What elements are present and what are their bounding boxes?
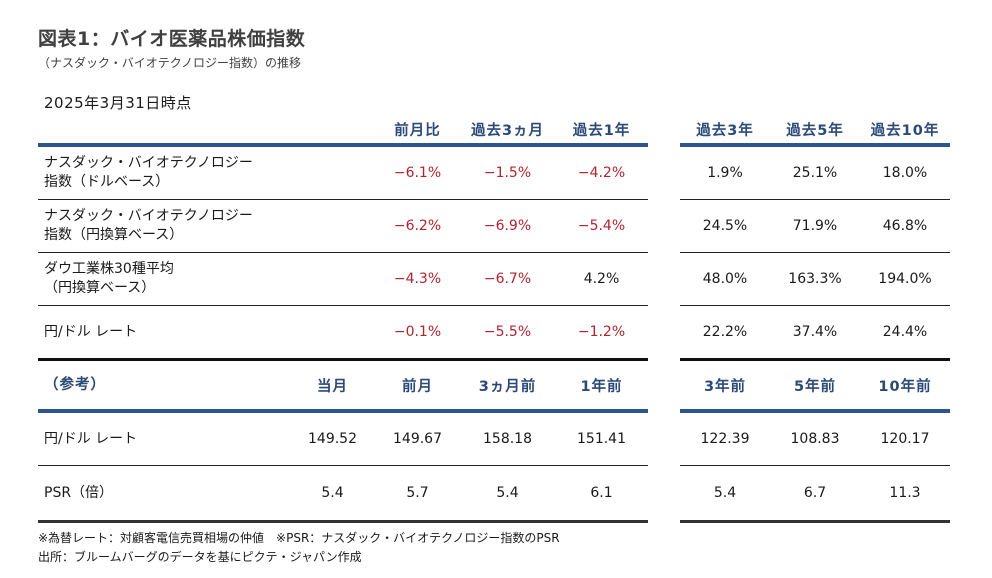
column-gap — [648, 253, 680, 306]
row-label-line1: 円/ドル レート — [44, 323, 138, 340]
row-label: ナスダック・バイオテクノロジー 指数（ドルベース） — [38, 145, 375, 200]
column-header: 前月 — [375, 359, 460, 413]
as-of-date: 2025年3月31日時点 — [44, 94, 192, 112]
row-label-line2: 指数（ドルベース） — [44, 174, 170, 190]
value-cell: 1.9% — [680, 145, 770, 200]
value-cell: 48.0% — [680, 252, 770, 306]
column-gap — [648, 200, 680, 253]
column-header: 当月 — [290, 359, 375, 413]
value-cell: 158.18 — [460, 411, 555, 466]
value-cell: −5.5% — [460, 305, 555, 361]
value-cell: −4.3% — [375, 252, 460, 306]
value-cell: 24.4% — [860, 305, 950, 361]
value-cell: 120.17 — [860, 411, 950, 466]
value-cell: 6.1 — [555, 465, 648, 523]
performance-header-row: 前月比 過去3ヵ月 過去1年 過去3年 過去5年 過去10年 — [38, 112, 950, 147]
table-row: ナスダック・バイオテクノロジー 指数（円換算ベース） −6.2% −6.9% −5.4%… — [38, 199, 950, 253]
column-header: 10年前 — [860, 359, 950, 413]
column-header: 過去10年 — [860, 112, 950, 147]
column-header: 過去5年 — [770, 112, 860, 147]
reference-label: （参考） — [38, 359, 290, 413]
row-label: 円/ドル レート — [38, 305, 375, 361]
column-header: 過去3年 — [680, 112, 770, 147]
column-header: 5年前 — [770, 359, 860, 413]
value-cell: −6.1% — [375, 145, 460, 200]
page-subtitle: （ナスダック・バイオテクノロジー指数）の推移 — [38, 56, 302, 70]
column-header: 前月比 — [375, 112, 460, 147]
row-label-line1: ナスダック・バイオテクノロジー — [44, 208, 253, 224]
value-cell: 71.9% — [770, 199, 860, 253]
value-cell: 194.0% — [860, 252, 950, 306]
table-row: ナスダック・バイオテクノロジー 指数（ドルベース） −6.1% −1.5% −4.2% 1… — [38, 145, 950, 200]
value-cell: 4.2% — [555, 252, 648, 306]
value-cell: −6.7% — [460, 252, 555, 306]
table-row: PSR（倍） 5.4 5.7 5.4 6.1 5.4 6.7 11.3 — [38, 465, 950, 523]
value-cell: 149.67 — [375, 411, 460, 466]
reference-header-row: （参考） 当月 前月 3ヵ月前 1年前 3年前 5年前 10年前 — [38, 359, 950, 413]
value-cell: −6.2% — [375, 199, 460, 253]
value-cell: −1.5% — [460, 145, 555, 200]
column-gap — [648, 306, 680, 360]
value-cell: 6.7 — [770, 465, 860, 523]
row-label: 円/ドル レート — [38, 411, 290, 466]
footnote-definitions: ※為替レート：対顧客電信売買相場の仲値 ※PSR：ナスダック・バイオテクノロジー… — [38, 531, 560, 545]
column-gap — [648, 145, 680, 200]
value-cell: 24.5% — [680, 199, 770, 253]
value-cell: 22.2% — [680, 305, 770, 361]
row-label-line2: （円換算ベース） — [44, 280, 156, 296]
column-header: 過去3ヵ月 — [460, 112, 555, 147]
footnote-source: 出所：ブルームバーグのデータを基にピクテ・ジャパン作成 — [38, 550, 362, 564]
value-cell: 5.4 — [680, 465, 770, 523]
row-label-line2: 指数（円換算ベース） — [44, 227, 184, 243]
value-cell: 5.7 — [375, 465, 460, 523]
page-title: 図表1：バイオ医薬品株価指数 — [38, 28, 306, 50]
column-header: 3ヵ月前 — [460, 359, 555, 413]
column-header: 1年前 — [555, 359, 648, 413]
row-label: ナスダック・バイオテクノロジー 指数（円換算ベース） — [38, 199, 375, 253]
value-cell: 163.3% — [770, 252, 860, 306]
value-cell: 18.0% — [860, 145, 950, 200]
table-row: ダウ工業株30種平均 （円換算ベース） −4.3% −6.7% 4.2% 48.0% 163… — [38, 252, 950, 306]
value-cell: 149.52 — [290, 411, 375, 466]
value-cell: 25.1% — [770, 145, 860, 200]
row-label: ダウ工業株30種平均 （円換算ベース） — [38, 252, 375, 306]
value-cell: −4.2% — [555, 145, 648, 200]
column-gap — [648, 360, 680, 412]
value-cell: −0.1% — [375, 305, 460, 361]
column-header: 3年前 — [680, 359, 770, 413]
column-gap — [648, 411, 680, 466]
value-cell: 11.3 — [860, 465, 950, 523]
column-gap — [648, 112, 680, 145]
value-cell: −5.4% — [555, 199, 648, 253]
value-cell: 5.4 — [290, 465, 375, 523]
row-label: PSR（倍） — [38, 465, 290, 523]
column-header: 過去1年 — [555, 112, 648, 147]
table-row: 円/ドル レート 149.52 149.67 158.18 151.41 122.39 10… — [38, 411, 950, 466]
value-cell: 122.39 — [680, 411, 770, 466]
value-cell: 46.8% — [860, 199, 950, 253]
header-blank — [38, 112, 375, 147]
value-cell: 108.83 — [770, 411, 860, 466]
value-cell: 5.4 — [460, 465, 555, 523]
row-label-line1: ダウ工業株30種平均 — [44, 261, 174, 277]
column-gap — [648, 466, 680, 522]
row-label-line1: ナスダック・バイオテクノロジー — [44, 155, 253, 171]
table-row: 円/ドル レート −0.1% −5.5% −1.2% 22.2% 37.4% 24.4% — [38, 305, 950, 361]
value-cell: −6.9% — [460, 199, 555, 253]
value-cell: −1.2% — [555, 305, 648, 361]
value-cell: 37.4% — [770, 305, 860, 361]
performance-table: 前月比 過去3ヵ月 過去1年 過去3年 過去5年 過去10年 ナスダック・バイオテクノロジー… — [38, 112, 950, 523]
value-cell: 151.41 — [555, 411, 648, 466]
